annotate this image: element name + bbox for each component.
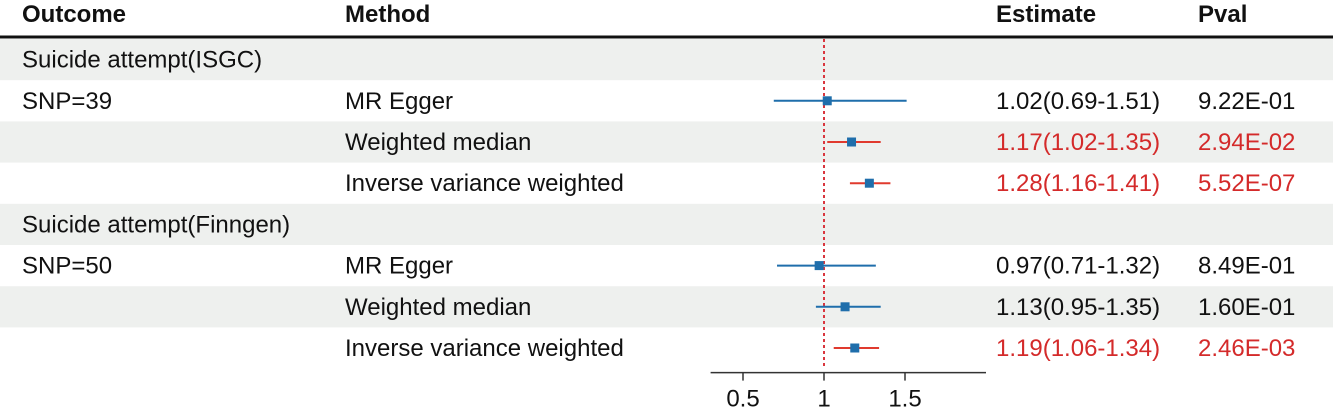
header-pval: Pval xyxy=(1198,1,1247,28)
x-axis: 0.5 1 1.5 xyxy=(710,371,986,413)
x-tick-label: 1.5 xyxy=(888,386,921,413)
x-tick-label: 0.5 xyxy=(726,386,759,413)
method-label: MR Egger xyxy=(345,253,453,280)
method-label: Weighted median xyxy=(345,129,531,156)
x-tick-label: 1 xyxy=(817,386,830,413)
snp-label: SNP=50 xyxy=(22,253,112,280)
estimate-label: 0.97(0.71-1.32) xyxy=(996,253,1160,280)
stripe-row xyxy=(0,286,1333,328)
pval-label: 1.60E-01 xyxy=(1198,294,1295,321)
ci-marks xyxy=(773,96,907,353)
point-estimate xyxy=(847,137,857,147)
method-label: Inverse variance weighted xyxy=(345,335,624,362)
snp-label: SNP=39 xyxy=(22,88,112,115)
pval-label: 8.49E-01 xyxy=(1198,253,1295,280)
method-label: Inverse variance weighted xyxy=(345,170,624,197)
estimate-label: 1.13(0.95-1.35) xyxy=(996,294,1160,321)
pval-label: 9.22E-01 xyxy=(1198,88,1295,115)
method-label: Weighted median xyxy=(345,294,531,321)
estimate-label: 1.28(1.16-1.41) xyxy=(996,170,1160,197)
stripe-row xyxy=(0,39,1333,81)
header-outcome: Outcome xyxy=(22,1,126,28)
point-estimate xyxy=(864,178,874,188)
pval-label: 5.52E-07 xyxy=(1198,170,1295,197)
row-stripes xyxy=(0,39,1333,328)
point-estimate xyxy=(850,343,860,353)
outcome-label: Suicide attempt(ISGC) xyxy=(22,47,262,74)
header-method: Method xyxy=(345,1,430,28)
table-cells: Suicide attempt(ISGC) SNP=39 MR Egger 1.02(… xyxy=(22,47,1295,362)
point-estimate xyxy=(822,96,832,106)
point-estimate xyxy=(840,302,850,312)
stripe-row xyxy=(0,121,1333,163)
estimate-label: 1.02(0.69-1.51) xyxy=(996,88,1160,115)
pval-label: 2.46E-03 xyxy=(1198,335,1295,362)
stripe-row xyxy=(0,203,1333,245)
estimate-label: 1.19(1.06-1.34) xyxy=(996,335,1160,362)
pval-label: 2.94E-02 xyxy=(1198,129,1295,156)
method-label: MR Egger xyxy=(345,88,453,115)
point-estimate xyxy=(814,261,824,271)
estimate-label: 1.17(1.02-1.35) xyxy=(996,129,1160,156)
outcome-label: Suicide attempt(Finngen) xyxy=(22,211,290,238)
header-estimate: Estimate xyxy=(996,1,1096,28)
